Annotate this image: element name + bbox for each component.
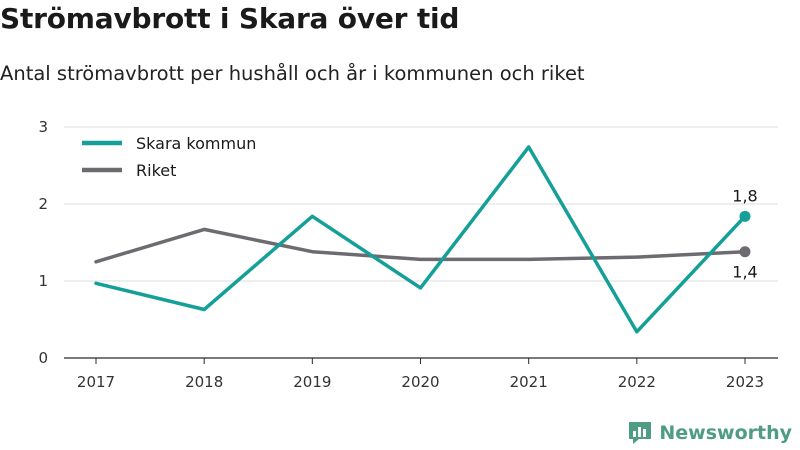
bar-chart-logo-icon bbox=[627, 420, 653, 446]
y-tick-label: 3 bbox=[38, 118, 48, 136]
x-tick-label: 2017 bbox=[77, 373, 115, 391]
x-tick-label: 2018 bbox=[185, 373, 223, 391]
end-label-riket: 1,4 bbox=[732, 263, 757, 282]
x-tick-label: 2023 bbox=[726, 373, 764, 391]
y-tick-label: 0 bbox=[38, 349, 48, 367]
legend: Skara kommun Riket bbox=[82, 134, 256, 180]
series-lines bbox=[94, 145, 751, 334]
x-tick-label: 2019 bbox=[293, 373, 331, 391]
end-point-riket bbox=[739, 246, 751, 258]
series-line-skara-kommun bbox=[94, 145, 747, 334]
x-tick-label: 2022 bbox=[618, 373, 656, 391]
y-tick-label: 2 bbox=[38, 195, 48, 213]
x-tick-label: 2020 bbox=[401, 373, 439, 391]
x-tick-label: 2021 bbox=[510, 373, 548, 391]
end-label-skara: 1,8 bbox=[732, 186, 757, 205]
legend-label-skara-kommun: Skara kommun bbox=[136, 134, 256, 153]
y-axis: 0 1 2 3 bbox=[38, 118, 48, 367]
legend-label-riket: Riket bbox=[136, 161, 176, 180]
y-tick-label: 1 bbox=[38, 272, 48, 290]
end-point-skara-kommun bbox=[739, 210, 751, 222]
chart-title: Strömavbrott i Skara över tid bbox=[0, 2, 460, 35]
brand-name: Newsworthy bbox=[659, 422, 792, 444]
chart-subtitle: Antal strömavbrott per hushåll och år i … bbox=[0, 62, 585, 85]
newsworthy-logo: Newsworthy bbox=[627, 420, 792, 446]
end-labels: 1,8 1,4 bbox=[732, 186, 757, 281]
x-axis: 2017 2018 2019 2020 2021 2022 2023 bbox=[77, 358, 764, 391]
series-line-riket bbox=[94, 227, 747, 264]
